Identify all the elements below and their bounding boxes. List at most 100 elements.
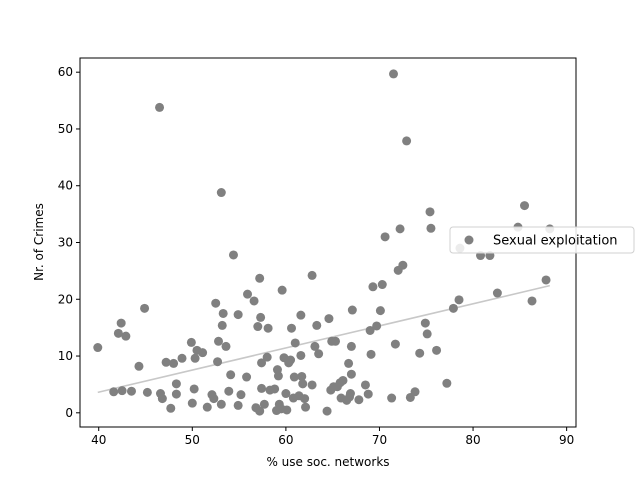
data-point: [290, 338, 300, 348]
data-point: [202, 402, 212, 412]
data-point: [425, 207, 435, 217]
y-axis-ticks: 0 10 20 30 40 50 60: [58, 65, 80, 420]
data-point: [365, 325, 375, 335]
data-point: [226, 370, 236, 380]
data-point: [426, 223, 436, 233]
data-point: [281, 389, 291, 399]
data-point: [380, 232, 390, 242]
legend-marker: [464, 235, 474, 245]
x-tick-label: 50: [185, 433, 200, 447]
data-point: [527, 296, 537, 306]
y-tick-label: 40: [58, 179, 73, 193]
y-tick-label: 0: [65, 406, 73, 420]
x-tick-label: 70: [372, 433, 387, 447]
x-axis-label: % use soc. networks: [266, 455, 389, 469]
data-point: [113, 328, 123, 338]
data-point: [287, 323, 297, 333]
data-point: [221, 341, 231, 351]
data-point: [289, 372, 299, 382]
data-point: [161, 357, 171, 367]
data-point: [126, 386, 136, 396]
data-point: [368, 282, 378, 292]
data-point: [233, 310, 243, 320]
y-tick-label: 30: [58, 236, 73, 250]
data-point: [372, 321, 382, 331]
data-point: [389, 69, 399, 79]
data-point: [422, 329, 432, 339]
y-tick-label: 20: [58, 292, 73, 306]
y-tick-label: 10: [58, 349, 73, 363]
data-point: [324, 314, 334, 324]
data-point: [448, 303, 458, 313]
data-point: [375, 306, 385, 316]
data-point: [338, 375, 348, 385]
data-point: [140, 303, 150, 313]
data-point: [93, 343, 103, 353]
data-point: [228, 250, 238, 260]
data-point: [109, 387, 119, 397]
data-point: [301, 402, 311, 412]
data-point: [255, 273, 265, 283]
x-tick-label: 80: [465, 433, 480, 447]
data-point: [442, 378, 452, 388]
data-point: [243, 289, 253, 299]
data-point: [171, 379, 181, 389]
data-point: [322, 406, 332, 416]
data-point: [345, 389, 355, 399]
data-point: [270, 384, 280, 394]
data-point: [541, 275, 551, 285]
data-point: [492, 288, 502, 298]
data-point: [155, 102, 165, 112]
data-point: [347, 305, 357, 315]
data-point: [157, 394, 167, 404]
data-point: [415, 348, 425, 358]
data-point: [190, 353, 200, 363]
legend-box: [449, 226, 635, 254]
data-point: [233, 400, 243, 410]
data-point: [217, 320, 227, 330]
data-point: [298, 379, 308, 389]
data-point: [520, 201, 530, 211]
data-point: [177, 353, 187, 363]
data-point: [166, 403, 176, 413]
y-axis-label: Nr. of Crimes: [32, 203, 46, 281]
data-point: [346, 369, 356, 379]
data-point: [307, 270, 317, 280]
x-axis-ticks: 40 50 60 70 80 90: [91, 427, 574, 447]
data-point: [263, 323, 273, 333]
data-point: [390, 339, 400, 349]
x-tick-label: 90: [559, 433, 574, 447]
data-point: [211, 298, 221, 308]
data-point: [277, 285, 287, 295]
data-point: [354, 395, 364, 405]
data-point: [312, 320, 322, 330]
data-point: [253, 322, 263, 332]
data-point: [262, 352, 272, 362]
data-point: [432, 345, 442, 355]
y-tick-label: 50: [58, 122, 73, 136]
data-point: [242, 372, 252, 382]
legend-label: Sexual exploitation: [493, 234, 618, 249]
data-point: [286, 355, 296, 365]
data-point: [218, 308, 228, 318]
data-point: [186, 337, 196, 347]
data-point: [249, 296, 259, 306]
data-point: [216, 399, 226, 409]
legend: Sexual exploitation: [449, 226, 635, 254]
data-point: [187, 398, 197, 408]
data-point: [117, 386, 127, 396]
data-point: [360, 380, 370, 390]
data-point: [344, 358, 354, 368]
data-point: [256, 312, 266, 322]
data-point: [169, 358, 179, 368]
data-point: [189, 384, 199, 394]
data-point: [398, 260, 408, 270]
data-point: [142, 387, 152, 397]
data-point: [255, 406, 265, 416]
data-point: [214, 336, 224, 346]
data-point: [402, 136, 412, 146]
data-point: [296, 310, 306, 320]
data-point: [330, 336, 340, 346]
data-point: [363, 389, 373, 399]
